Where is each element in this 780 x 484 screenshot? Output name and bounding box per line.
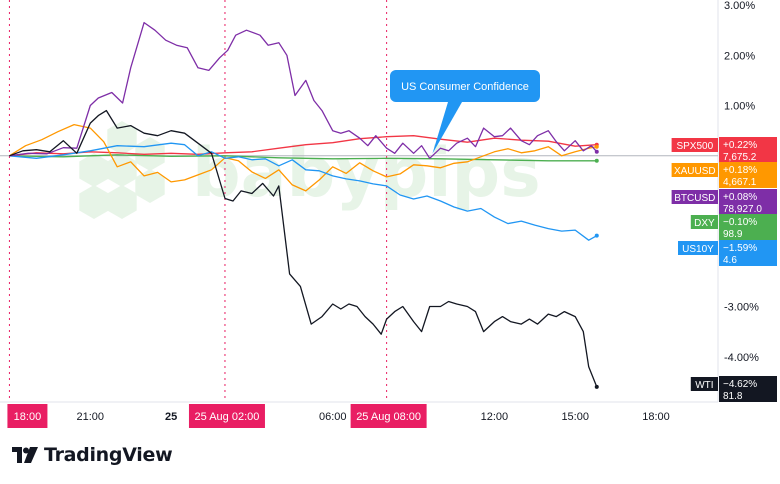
x-tick-label: 18:00 — [14, 411, 42, 423]
tradingview-logo-icon — [12, 447, 38, 463]
x-tick-label: 12:00 — [481, 411, 509, 423]
x-tick-highlight — [188, 404, 265, 428]
series-label-xauusd: XAUUSD +0.18%4,667.1 — [671, 162, 777, 188]
series-line-wti — [9, 109, 598, 388]
series-end-point-wti — [594, 384, 599, 389]
x-tick-highlight — [350, 404, 427, 428]
series-change: +0.08% — [723, 192, 757, 203]
series-name-tag — [690, 215, 718, 229]
series-name: US10Y — [682, 244, 714, 255]
x-tick-label: 15:00 — [561, 411, 589, 423]
series-name: XAUUSD — [674, 166, 716, 177]
series-label-btcusd: BTCUSD +0.08%78,927.0 — [671, 189, 777, 215]
y-tick-label: 1.00% — [724, 101, 755, 113]
watermark-hex — [107, 185, 137, 219]
watermark-hex — [79, 153, 109, 187]
babypips-watermark: babypips — [79, 121, 541, 219]
series-value-block — [719, 137, 777, 163]
annotation-callout: US Consumer Confidence — [390, 70, 540, 154]
x-tick-highlight — [7, 404, 48, 428]
x-tick-label: 06:00 — [319, 411, 347, 423]
x-tick-label: 21:00 — [76, 411, 104, 423]
watermark-text: babypips — [192, 134, 541, 213]
series-price: 98.9 — [723, 229, 743, 240]
annotation-pointer — [432, 102, 462, 154]
series-price: 4,667.1 — [723, 177, 757, 188]
series-name-tag — [671, 138, 718, 152]
series-name: SPX500 — [676, 141, 713, 152]
series-value-block — [719, 240, 777, 266]
series-name-tag — [690, 377, 718, 391]
series-change: −1.59% — [723, 243, 757, 254]
x-tick-label: 25 — [165, 411, 177, 423]
series-name: WTI — [695, 380, 713, 391]
series-value-block — [719, 376, 777, 402]
series-price: 81.8 — [723, 391, 743, 402]
tradingview-brand: TradingView — [12, 444, 173, 466]
series-name-tag — [678, 241, 718, 255]
x-tick-label: 25 Aug 02:00 — [195, 411, 260, 423]
series-name: DXY — [694, 218, 715, 229]
annotation-box — [390, 70, 540, 102]
series-label-wti: WTI −4.62%81.8 — [690, 376, 777, 402]
watermark-hex — [135, 169, 165, 203]
series-line-spx500 — [9, 135, 597, 157]
series-name-tag — [671, 190, 718, 204]
x-tick-label: 18:00 — [642, 411, 670, 423]
series-end-point-dxy — [594, 158, 599, 163]
series-price: 4.6 — [723, 255, 737, 266]
series-change: −4.62% — [723, 379, 757, 390]
series-change: +0.18% — [723, 165, 757, 176]
x-tick-label: 25 Aug 08:00 — [356, 411, 421, 423]
y-tick-label: 3.00% — [724, 0, 755, 12]
series-line-dxy — [9, 154, 597, 162]
series-name: BTCUSD — [674, 193, 715, 204]
series-label-dxy: DXY −0.10%98.9 — [690, 214, 777, 240]
series-end-point-xauusd — [594, 144, 599, 149]
series-value-block — [719, 214, 777, 240]
y-tick-label: -3.00% — [724, 302, 759, 314]
watermark-hex — [107, 153, 137, 187]
series-value-block — [719, 189, 777, 215]
y-tick-label: -4.00% — [724, 352, 759, 364]
series-change: −0.10% — [723, 217, 757, 228]
series-value-block — [719, 162, 777, 188]
y-tick-label: 2.00% — [724, 50, 755, 62]
series-end-point-btcusd — [594, 149, 599, 154]
annotation-text: US Consumer Confidence — [401, 81, 529, 93]
comparison-chart: babypips 3.00% 2.00% 1.00% -3.00% -4.00% 18:00… — [0, 0, 777, 428]
series-label-spx500: SPX500 +0.22%7,675.2 — [671, 137, 777, 163]
watermark-hex — [79, 185, 109, 219]
series-price: 7,675.2 — [723, 152, 757, 163]
series-price: 78,927.0 — [723, 204, 762, 215]
series-end-point-us10y — [594, 233, 599, 238]
brand-name: TradingView — [44, 444, 173, 466]
series-change: +0.22% — [723, 140, 757, 151]
series-line-us10y — [9, 142, 598, 241]
series-line-xauusd — [9, 123, 597, 192]
series-name-tag — [671, 163, 718, 177]
series-line-btcusd — [9, 21, 598, 159]
series-label-us10y: US10Y −1.59%4.6 — [678, 240, 777, 266]
